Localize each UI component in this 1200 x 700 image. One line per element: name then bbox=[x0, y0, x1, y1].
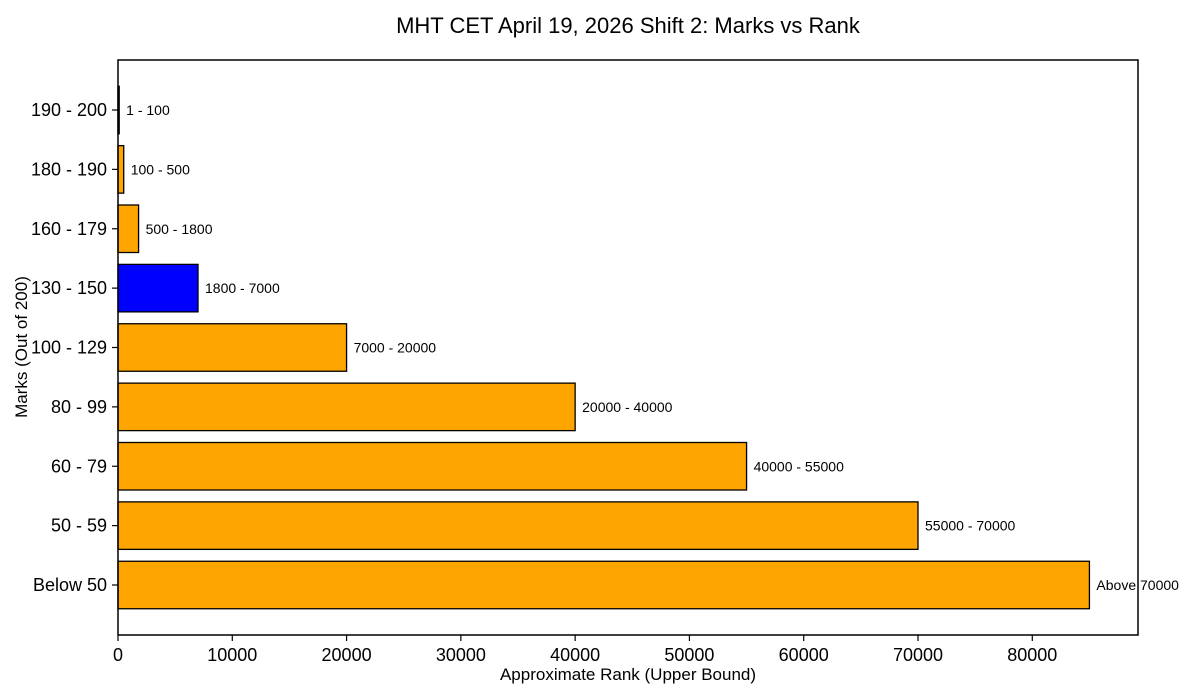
y-tick-label: 190 - 200 bbox=[31, 100, 107, 120]
y-tick-label: 180 - 190 bbox=[31, 159, 107, 179]
bar-6 bbox=[117, 441, 748, 491]
bar-label-1: 100 - 500 bbox=[131, 161, 190, 177]
bar-label-5: 20000 - 40000 bbox=[582, 399, 673, 415]
bar-label-7: 55000 - 70000 bbox=[925, 518, 1016, 534]
bar-2 bbox=[117, 204, 140, 254]
x-tick-label: 70000 bbox=[893, 645, 943, 665]
bar-label-3: 1800 - 7000 bbox=[205, 280, 280, 296]
bar-7 bbox=[117, 501, 919, 551]
x-tick-label: 20000 bbox=[322, 645, 372, 665]
bar-label-4: 7000 - 20000 bbox=[354, 340, 437, 356]
bar-4 bbox=[117, 323, 348, 372]
x-tick-label: 30000 bbox=[436, 645, 486, 665]
y-tick-label: Below 50 bbox=[33, 575, 107, 595]
y-tick-label: 50 - 59 bbox=[51, 516, 107, 536]
chart-title: MHT CET April 19, 2026 Shift 2: Marks vs… bbox=[396, 13, 860, 38]
x-tick-label: 40000 bbox=[550, 645, 600, 665]
x-tick-label: 50000 bbox=[664, 645, 714, 665]
bar-1 bbox=[117, 144, 125, 194]
x-tick-label: 0 bbox=[113, 645, 123, 665]
x-tick-label: 60000 bbox=[779, 645, 829, 665]
x-tick-label: 80000 bbox=[1007, 645, 1057, 665]
y-tick-label: 130 - 150 bbox=[31, 278, 107, 298]
bar-5 bbox=[117, 382, 576, 432]
bar-label-0: 1 - 100 bbox=[126, 102, 170, 118]
y-tick-label: 100 - 129 bbox=[31, 338, 107, 358]
plot-frame bbox=[117, 59, 1139, 636]
x-axis-label: Approximate Rank (Upper Bound) bbox=[499, 665, 757, 684]
bar-label-6: 40000 - 55000 bbox=[754, 458, 845, 474]
y-tick-label: 60 - 79 bbox=[51, 456, 107, 476]
x-tick-label: 10000 bbox=[207, 645, 257, 665]
bar-label-2: 500 - 1800 bbox=[146, 221, 213, 237]
bar-3 bbox=[117, 263, 199, 313]
y-tick-label: 80 - 99 bbox=[51, 397, 107, 417]
bar-8 bbox=[117, 560, 1091, 610]
y-tick-label: 160 - 179 bbox=[31, 219, 107, 239]
